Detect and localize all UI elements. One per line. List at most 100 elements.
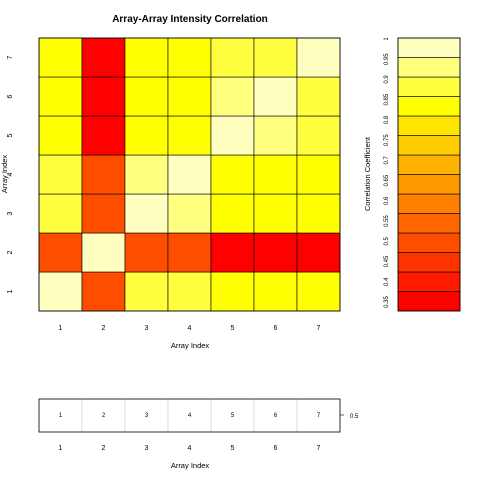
heatmap-cell (167, 271, 212, 312)
scale-axis-label: Correlation Coefficient (363, 136, 372, 211)
heatmap-cell (81, 76, 126, 117)
strip-cell-label: 4 (188, 413, 192, 419)
heatmap-cell (210, 193, 255, 234)
y-tick-label: 4 (7, 172, 14, 176)
heatmap-cell (253, 76, 298, 117)
y-tick-label: 7 (7, 55, 14, 59)
y-tick-label: 5 (7, 133, 14, 137)
strip-cell (38, 398, 83, 433)
heatmap-cell (38, 232, 83, 273)
x-tick-label: 4 (188, 325, 192, 332)
scale-tick-label: 0.45 (384, 255, 390, 267)
heatmap-cell (167, 37, 212, 78)
strip-cell-label: 7 (317, 413, 321, 419)
heatmap-cell (124, 37, 169, 78)
scale-cell (397, 271, 461, 292)
y-tick-label: 3 (7, 211, 14, 215)
x-tick-label: 2 (102, 325, 106, 332)
strip-x-tick-label: 2 (102, 445, 106, 452)
heatmap-cell (167, 154, 212, 195)
strip-x-tick-label: 1 (59, 445, 63, 452)
y-axis-label: Array Index (0, 155, 9, 194)
scale-cell (397, 37, 461, 58)
scale-cell (397, 232, 461, 253)
heatmap-cell (296, 115, 341, 156)
heatmap-cell (167, 232, 212, 273)
strip-cell (210, 398, 255, 433)
scale-tick-label: 1 (384, 37, 390, 41)
scale-cell (397, 135, 461, 156)
x-tick-label: 3 (145, 325, 149, 332)
strip-x-tick-label: 6 (274, 445, 278, 452)
heatmap-cell (124, 115, 169, 156)
heatmap-cell (210, 115, 255, 156)
strip-cell (296, 398, 341, 433)
strip-cell-label: 1 (59, 413, 63, 419)
scale-tick-label: 0.35 (384, 296, 390, 308)
heatmap-cell (38, 115, 83, 156)
scale-tick-label: 0.6 (384, 196, 390, 205)
heatmap-cell (81, 271, 126, 312)
heatmap-cell (253, 232, 298, 273)
strip-cell-label: 5 (231, 413, 235, 419)
scale-tick-label: 0.5 (384, 236, 390, 245)
scale-cell (397, 193, 461, 214)
strip-x-tick-label: 4 (188, 445, 192, 452)
strip-cell-label: 3 (145, 413, 149, 419)
heatmap-cell (253, 271, 298, 312)
y-tick-label: 6 (7, 94, 14, 98)
strip-cell-label: 2 (102, 413, 106, 419)
scale-tick-label: 0.7 (384, 156, 390, 165)
heatmap-cell (167, 193, 212, 234)
heatmap-cell (81, 154, 126, 195)
heatmap-cell (38, 154, 83, 195)
heatmap-cell (167, 115, 212, 156)
heatmap-cell (210, 37, 255, 78)
scale-cell (397, 57, 461, 78)
strip-x-tick-label: 7 (317, 445, 321, 452)
scale-cell (397, 213, 461, 234)
heatmap-cell (167, 76, 212, 117)
scale-border (397, 37, 461, 312)
heatmap-cell (296, 193, 341, 234)
scale-tick-label: 0.8 (384, 115, 390, 124)
scale-cell (397, 252, 461, 273)
x-tick-label: 7 (317, 325, 321, 332)
heatmap-cell (38, 76, 83, 117)
scale-cell (397, 291, 461, 312)
scale-cell (397, 76, 461, 97)
scale-tick-label: 0.95 (384, 53, 390, 65)
heatmap-cell (210, 271, 255, 312)
heatmap-cell (253, 115, 298, 156)
strip-x-axis-label: Array Index (171, 461, 210, 470)
scale-tick-label: 0.9 (384, 75, 390, 84)
scale-cell (397, 96, 461, 117)
chart-title: Array-Array Intensity Correlation (112, 14, 268, 25)
scale-cell (397, 174, 461, 195)
scale-tick-label: 0.85 (384, 93, 390, 105)
heatmap-cell (38, 193, 83, 234)
heatmap-cell (124, 271, 169, 312)
x-tick-label: 6 (274, 325, 278, 332)
heatmap-cell (296, 271, 341, 312)
heatmap-cell (253, 37, 298, 78)
heatmap-cell (81, 193, 126, 234)
heatmap-cell (253, 193, 298, 234)
scale-tick-label: 0.75 (384, 134, 390, 146)
heatmap-cell (296, 232, 341, 273)
strip-border (38, 398, 341, 433)
x-axis-label: Array Index (171, 341, 210, 350)
y-tick-label: 2 (7, 250, 14, 254)
y-tick-label: 1 (7, 289, 14, 293)
x-tick-label: 5 (231, 325, 235, 332)
heatmap-cell (124, 232, 169, 273)
heatmap-cell (210, 76, 255, 117)
heatmap-cell (210, 154, 255, 195)
heatmap-border (38, 37, 341, 312)
heatmap-cell (38, 271, 83, 312)
heatmap-cell (210, 232, 255, 273)
scale-tick-label: 0.55 (384, 215, 390, 227)
heatmap-cell (81, 115, 126, 156)
heatmap-cell (38, 37, 83, 78)
